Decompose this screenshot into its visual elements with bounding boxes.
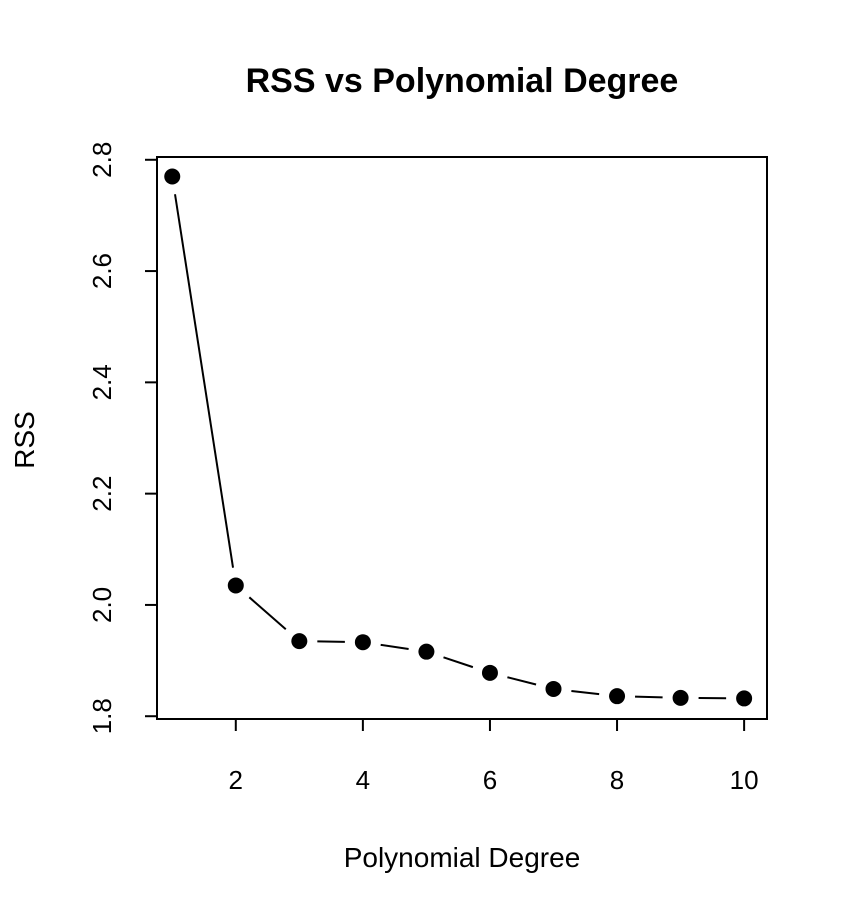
data-point: [418, 643, 435, 660]
series-line-segment: [571, 689, 600, 696]
y-tick-label: 2.0: [87, 587, 117, 623]
series-rss: [164, 168, 753, 707]
y-tick-label: 2.8: [87, 142, 117, 178]
data-point: [354, 634, 371, 651]
data-point: [291, 633, 308, 650]
x-tick-label: 8: [610, 765, 624, 795]
chart-title: RSS vs Polynomial Degree: [246, 62, 679, 100]
data-point: [609, 688, 626, 705]
x-tick-label: 6: [483, 765, 497, 795]
data-point: [672, 689, 689, 706]
series-line-segment: [443, 656, 474, 669]
data-point: [736, 690, 753, 707]
y-tick-label: 1.8: [87, 698, 117, 734]
y-tick-label: 2.2: [87, 476, 117, 512]
series-line-segment: [174, 194, 235, 568]
y-tick-label: 2.6: [87, 253, 117, 289]
y-axis: 1.8 2.0 2.2 2.4 2.6 2.8: [87, 142, 158, 734]
data-point: [164, 168, 181, 185]
series-line-segment: [507, 676, 537, 686]
x-tick-label: 10: [730, 765, 759, 795]
data-point: [481, 664, 498, 681]
y-axis-label: RSS: [9, 411, 40, 469]
y-tick-label: 2.4: [87, 364, 117, 400]
x-tick-label: 2: [229, 765, 243, 795]
series-line-segment: [248, 596, 287, 630]
x-axis: 2 4 6 8 10: [229, 718, 759, 795]
data-point: [545, 680, 562, 697]
data-point: [227, 577, 244, 594]
series-line-segment: [380, 643, 409, 651]
series-line-segment: [635, 695, 663, 699]
x-tick-label: 4: [356, 765, 370, 795]
plot-frame: [156, 156, 768, 720]
x-axis-label: Polynomial Degree: [344, 842, 581, 873]
